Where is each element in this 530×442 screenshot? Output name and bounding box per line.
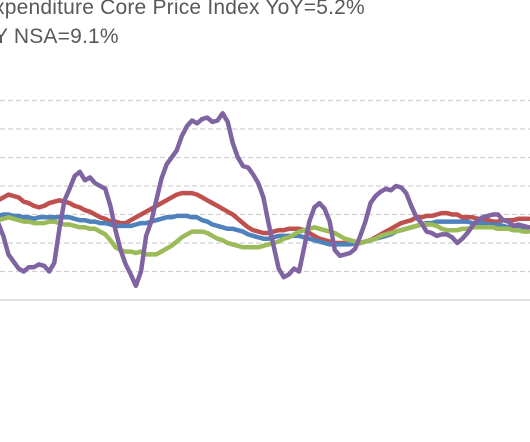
gridlines — [0, 99, 530, 301]
series-line-blue — [0, 212, 530, 247]
series-line-purple — [0, 111, 530, 289]
legend-entry-cpi-nsa: Y NSA=9.1% — [0, 25, 119, 48]
legend-entry-core-pce: xpenditure Core Price Index YoY=5.2% — [0, 0, 365, 19]
series-line-green — [0, 215, 530, 257]
series-line-red — [0, 190, 530, 247]
plot-lines — [0, 111, 530, 289]
